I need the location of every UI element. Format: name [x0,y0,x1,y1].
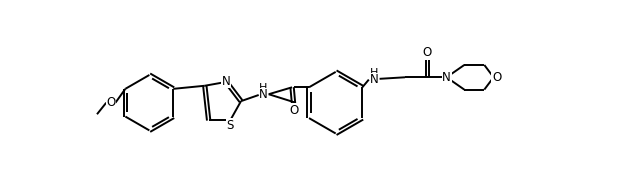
Text: O: O [422,46,432,59]
Text: H: H [259,83,268,93]
Text: H: H [370,68,378,78]
Text: S: S [227,118,234,132]
Text: N: N [222,75,231,88]
Text: O: O [289,104,298,117]
Text: O: O [106,96,115,109]
Text: N: N [370,73,379,86]
Text: N: N [259,88,268,102]
Text: O: O [492,71,501,84]
Text: N: N [442,71,451,84]
